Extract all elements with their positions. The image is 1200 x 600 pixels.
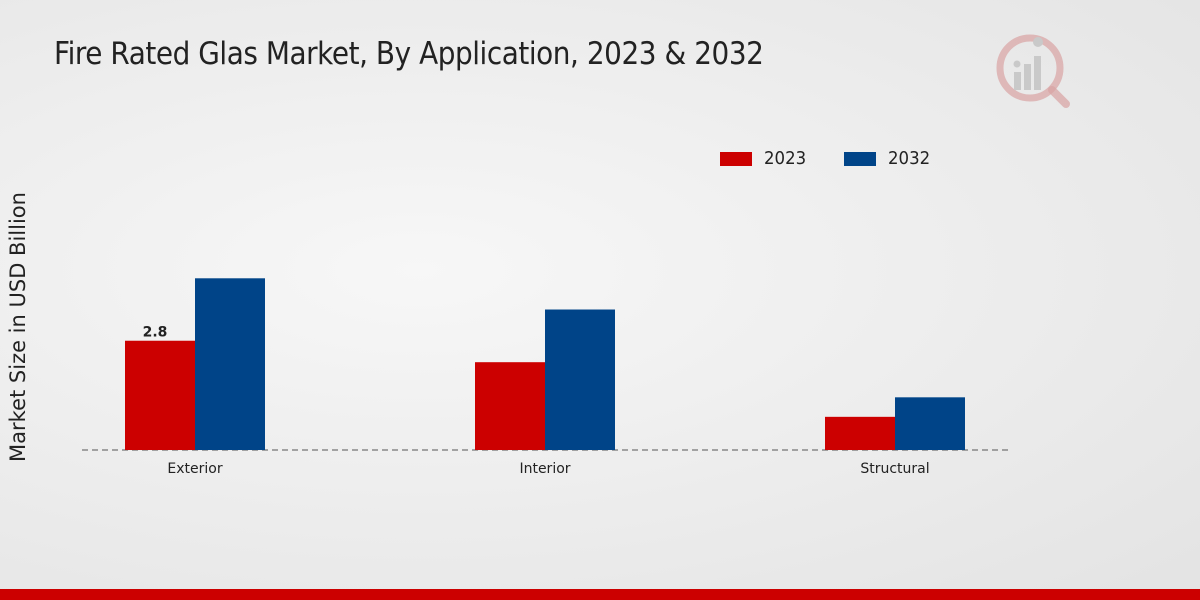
legend-label-2023: 2023: [764, 148, 807, 169]
bar-exterior-2032: [195, 278, 265, 450]
legend-item-2023: 2023: [720, 148, 810, 169]
bar-structural-2023: [825, 416, 895, 450]
x-tick-label-exterior: Exterior: [167, 461, 222, 477]
data-label-exterior-2023: 2.8: [143, 325, 168, 341]
legend-item-2032: 2032: [843, 148, 934, 169]
bar-interior-2023: [475, 362, 545, 450]
chart-title: Fire Rated Glas Market, By Application, …: [54, 36, 764, 72]
chart-legend: 2023 2032: [720, 148, 968, 169]
bar-interior-2032: [545, 309, 615, 450]
legend-swatch-2023: [720, 151, 752, 166]
market-research-logo-icon: [992, 30, 1074, 112]
legend-swatch-2032: [843, 151, 876, 166]
bar-exterior-2023: [125, 340, 195, 450]
footer-bar: [0, 589, 1200, 600]
legend-label-2032: 2032: [887, 148, 930, 169]
x-tick-label-structural: Structural: [860, 461, 929, 477]
bar-structural-2032: [895, 397, 965, 450]
x-tick-label-interior: Interior: [519, 461, 570, 477]
